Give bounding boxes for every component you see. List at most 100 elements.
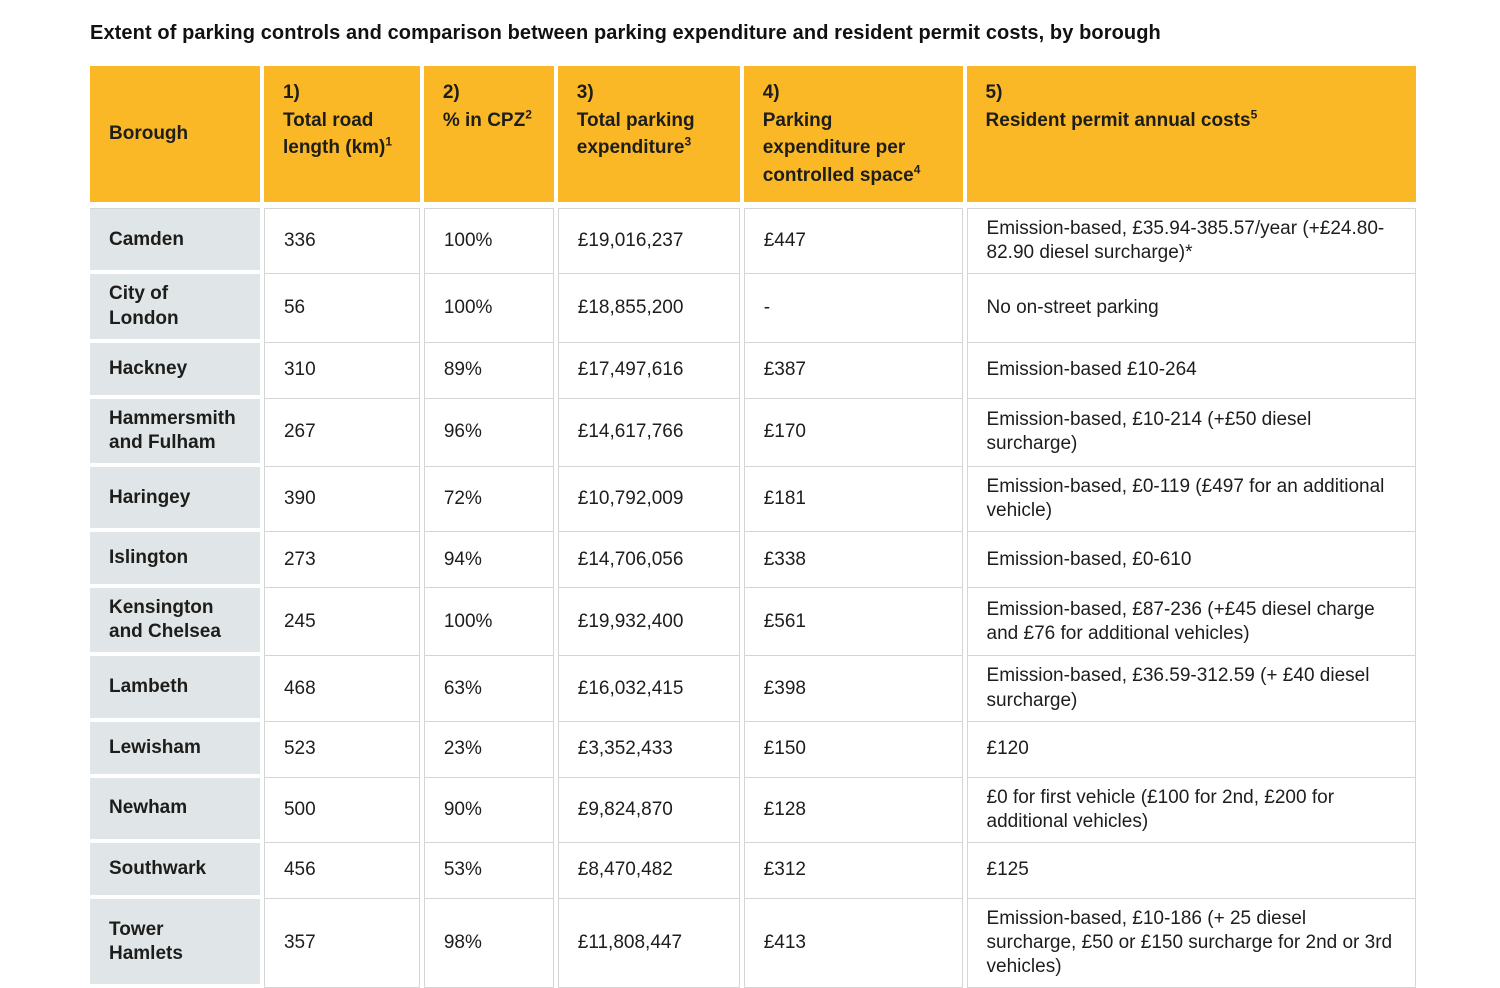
road-length-cell: 336 — [263, 208, 420, 275]
footnote-marker: 4 — [913, 162, 921, 177]
road-length-cell: 456 — [263, 842, 420, 899]
column-label: Parking expenditure per controlled space — [762, 109, 914, 186]
footnote-marker: 1 — [385, 134, 393, 149]
table-row: Hackney 310 89% £17,497,616 £387 Emission-bas… — [90, 342, 1416, 399]
total-expenditure-cell: £9,824,870 — [557, 777, 740, 843]
total-expenditure-cell: £14,617,766 — [557, 398, 740, 467]
column-header-borough: Borough — [90, 66, 260, 209]
permit-cost-cell: Emission-based, £87-236 (+£45 diesel cha… — [966, 588, 1416, 657]
borough-name-cell: Haringey — [90, 466, 260, 533]
column-number: 2) — [442, 82, 460, 103]
table-row: Lewisham 523 23% £3,352,433 £150 £120 — [90, 721, 1416, 778]
permit-cost-cell: Emission-based, £0-610 — [966, 532, 1416, 589]
table-body: Camden 336 100% £19,016,237 £447 Emission-bas… — [90, 208, 1416, 988]
permit-cost-cell: £0 for first vehicle (£100 for 2nd, £200… — [966, 777, 1416, 843]
permit-cost-cell: Emission-based, £35.94-385.57/year (+£24… — [966, 208, 1416, 275]
column-label: Total road length (km) — [282, 109, 386, 159]
cpz-percent-cell: 23% — [423, 721, 554, 778]
column-label: % in CPZ — [442, 109, 526, 131]
borough-name-cell: Islington — [90, 532, 260, 589]
total-expenditure-cell: £14,706,056 — [557, 532, 740, 589]
total-expenditure-cell: £8,470,482 — [557, 842, 740, 899]
road-length-cell: 357 — [263, 898, 420, 988]
total-expenditure-cell: £18,855,200 — [557, 274, 740, 343]
column-label: Resident permit annual costs — [985, 109, 1251, 131]
road-length-cell: 310 — [263, 342, 420, 399]
footnote-marker: 3 — [684, 134, 692, 149]
cpz-percent-cell: 72% — [423, 466, 554, 533]
column-number: 4) — [762, 82, 780, 103]
cpz-percent-cell: 89% — [423, 342, 554, 399]
road-length-cell: 523 — [263, 721, 420, 778]
road-length-cell: 468 — [263, 656, 420, 722]
column-number: 5) — [985, 82, 1003, 103]
cpz-percent-cell: 98% — [423, 898, 554, 988]
borough-name-cell: Tower Hamlets — [90, 898, 260, 988]
borough-name-cell: Camden — [90, 208, 260, 275]
table-row: City of London 56 100% £18,855,200- No on-st… — [90, 274, 1416, 343]
table-row: Islington 273 94% £14,706,056 £338 Emission-b… — [90, 532, 1416, 589]
expenditure-per-space-cell: £387 — [743, 342, 963, 399]
expenditure-per-space-cell: £561 — [743, 588, 963, 657]
borough-name-cell: City of London — [90, 274, 260, 343]
expenditure-per-space-cell: £447 — [743, 208, 963, 275]
cpz-percent-cell: 100% — [423, 274, 554, 343]
permit-cost-cell: Emission-based, £36.59-312.59 (+ £40 die… — [966, 656, 1416, 722]
road-length-cell: 245 — [263, 588, 420, 657]
cpz-percent-cell: 90% — [423, 777, 554, 843]
table-row: Hammersmith and Fulham 267 96% £14,617,766 £… — [90, 398, 1416, 467]
table-row: Newham 500 90% £9,824,870 £128 £0 for first v… — [90, 777, 1416, 843]
column-number: 1) — [282, 82, 300, 103]
cpz-percent-cell: 53% — [423, 842, 554, 899]
cpz-percent-cell: 100% — [423, 208, 554, 275]
road-length-cell: 56 — [263, 274, 420, 343]
expenditure-per-space-cell: £128 — [743, 777, 963, 843]
parking-controls-table: Borough 1) Total road length (km)1 2) % in C… — [86, 66, 1420, 988]
borough-name-cell: Hackney — [90, 342, 260, 399]
column-header-road_length: 1) Total road length (km)1 — [263, 66, 420, 209]
permit-cost-cell: Emission-based, £10-186 (+ 25 diesel sur… — [966, 898, 1416, 988]
column-header-cpz: 2) % in CPZ2 — [423, 66, 554, 209]
table-row: Camden 336 100% £19,016,237 £447 Emission-bas… — [90, 208, 1416, 275]
expenditure-per-space-cell: £398 — [743, 656, 963, 722]
column-header-expenditure: 3) Total parking expenditure3 — [557, 66, 740, 209]
borough-name-cell: Kensington and Chelsea — [90, 588, 260, 657]
table-row: Haringey 390 72% £10,792,009 £181 Emission-ba… — [90, 466, 1416, 533]
borough-name-cell: Hammersmith and Fulham — [90, 398, 260, 467]
total-expenditure-cell: £17,497,616 — [557, 342, 740, 399]
permit-cost-cell: Emission-based, £10-214 (+£50 diesel sur… — [966, 398, 1416, 467]
expenditure-per-space-cell: £150 — [743, 721, 963, 778]
road-length-cell: 273 — [263, 532, 420, 589]
borough-name-cell: Lambeth — [90, 656, 260, 722]
expenditure-per-space-cell: £181 — [743, 466, 963, 533]
table-header: Borough 1) Total road length (km)1 2) % in C… — [90, 66, 1416, 209]
table-row: Southwark 456 53% £8,470,482 £312 £125 — [90, 842, 1416, 899]
borough-name-cell: Newham — [90, 777, 260, 843]
column-label: Total parking expenditure — [576, 109, 695, 159]
cpz-percent-cell: 63% — [423, 656, 554, 722]
total-expenditure-cell: £11,808,447 — [557, 898, 740, 988]
road-length-cell: 390 — [263, 466, 420, 533]
expenditure-per-space-cell: £312 — [743, 842, 963, 899]
column-label: Borough — [109, 123, 189, 145]
borough-name-cell: Southwark — [90, 842, 260, 899]
cpz-percent-cell: 100% — [423, 588, 554, 657]
total-expenditure-cell: £10,792,009 — [557, 466, 740, 533]
table-row: Lambeth 468 63% £16,032,415 £398 Emission-bas… — [90, 656, 1416, 722]
footnote-marker: 5 — [1250, 107, 1258, 122]
table-title: Extent of parking controls and compariso… — [90, 22, 1161, 44]
permit-cost-cell: Emission-based £10-264 — [966, 342, 1416, 399]
column-header-permit: 5) Resident permit annual costs5 — [966, 66, 1416, 209]
expenditure-per-space-cell: - — [743, 274, 963, 343]
table-row: Tower Hamlets 357 98% £11,808,447 £413 Emissi… — [90, 898, 1416, 988]
total-expenditure-cell: £16,032,415 — [557, 656, 740, 722]
total-expenditure-cell: £3,352,433 — [557, 721, 740, 778]
column-header-per_space: 4) Parking expenditure per controlled spa… — [743, 66, 963, 209]
expenditure-per-space-cell: £413 — [743, 898, 963, 988]
permit-cost-cell: £125 — [966, 842, 1416, 899]
permit-cost-cell: Emission-based, £0-119 (£497 for an addi… — [966, 466, 1416, 533]
road-length-cell: 267 — [263, 398, 420, 467]
expenditure-per-space-cell: £338 — [743, 532, 963, 589]
cpz-percent-cell: 94% — [423, 532, 554, 589]
